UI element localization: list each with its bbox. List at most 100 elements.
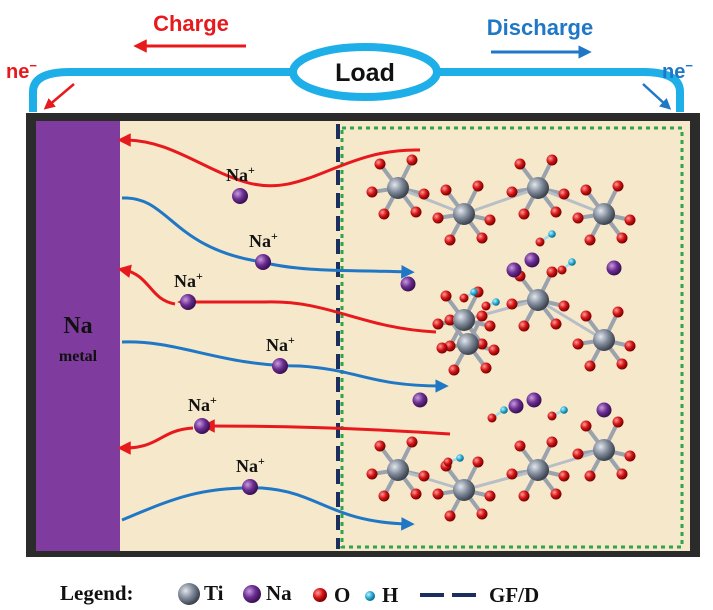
o-atom (546, 154, 558, 166)
electron-left-sup: − (29, 58, 37, 73)
o-atom (432, 318, 444, 330)
o-atom (366, 468, 378, 480)
na-atom (412, 392, 428, 408)
h-atom (456, 454, 464, 462)
o-atom (624, 450, 636, 462)
o-atom (580, 420, 592, 432)
ti-atom (387, 459, 409, 481)
h-atom (492, 298, 500, 306)
o-atom-icon (313, 588, 327, 602)
ti-atom-icon (178, 583, 200, 605)
ti-atom (527, 177, 549, 199)
o-atom (572, 212, 584, 224)
external-circuit: Load (29, 43, 684, 112)
anode-title: Na (63, 313, 92, 339)
o-atom (584, 470, 596, 482)
o-atom (550, 206, 562, 218)
na-ion-1 (232, 188, 248, 204)
svg-text:ne−: ne− (662, 58, 693, 83)
legend-label-gfd: GF/D (489, 583, 539, 607)
electron-right-sup: − (685, 58, 693, 73)
na-ion-label-6: Na+ (236, 454, 265, 476)
ti-atom (453, 309, 475, 331)
o-atom (440, 290, 452, 302)
ion-arrows (117, 133, 451, 531)
legend: Legend: Ti Na O H GF/D (60, 581, 539, 607)
ti-atom (457, 333, 479, 355)
o-atom (518, 320, 530, 332)
ti-ti-link (537, 448, 605, 472)
h-atom (568, 258, 576, 266)
electron-right-label: ne (662, 61, 685, 83)
charge-path-5 (117, 426, 194, 455)
na-ion-label-5: Na+ (188, 393, 217, 415)
charge-indicator: Charge (133, 11, 246, 53)
charge-label: Charge (153, 11, 229, 36)
legend-title: Legend: (60, 581, 134, 605)
ti-atom (387, 177, 409, 199)
electron-left: ne− (6, 58, 75, 110)
anode: Na metal (36, 121, 120, 551)
o-atom (558, 470, 570, 482)
o-atom (440, 184, 452, 196)
o-atom (374, 158, 386, 170)
na-ion-label-3: Na+ (174, 269, 203, 291)
h-atom (500, 406, 508, 414)
ti-atom (593, 439, 615, 461)
o-atom (444, 234, 456, 246)
o-atom (418, 188, 430, 200)
ti-atom (593, 329, 615, 351)
o-atom (616, 232, 628, 244)
cathode-structure (366, 154, 636, 522)
na-ion-label-4: Na+ (266, 333, 295, 355)
o-atom (448, 364, 460, 376)
o-atom (443, 457, 453, 467)
na-ion-3 (180, 294, 196, 310)
na-atom (596, 402, 612, 418)
ti-atom (527, 289, 549, 311)
ti-atom (453, 479, 475, 501)
charge-path-3 (117, 264, 176, 306)
o-atom (476, 338, 488, 350)
h-atom (560, 406, 568, 414)
o-atom (558, 188, 570, 200)
o-atom (378, 208, 390, 220)
o-atom (612, 306, 624, 318)
na-ion-6 (242, 479, 258, 495)
anode-subtitle: metal (59, 348, 98, 365)
ti-ti-link (397, 186, 465, 216)
ti-ti-link (463, 298, 539, 322)
anode-body (36, 121, 120, 551)
h-atom (548, 230, 556, 238)
load-label: Load (335, 59, 395, 87)
legend-label-h: H (382, 583, 398, 607)
charge-path-1 (117, 133, 421, 188)
electron-left-label: ne (6, 61, 29, 83)
o-atom (514, 440, 526, 452)
na-atom-icon (243, 585, 261, 603)
o-atom (444, 314, 456, 326)
o-atom (550, 318, 562, 330)
o-atom (481, 301, 491, 311)
o-atom (518, 208, 530, 220)
na-atom (400, 276, 416, 292)
o-atom (378, 490, 390, 502)
o-atom (444, 510, 456, 522)
o-atom (580, 310, 592, 322)
ti-ti-link (537, 186, 605, 216)
o-atom (518, 490, 530, 502)
na-ion-label-1: Na+ (226, 163, 255, 185)
discharge-path-3 (121, 486, 415, 531)
legend-label-o: O (334, 583, 350, 607)
o-atom (550, 488, 562, 500)
o-atom (366, 186, 378, 198)
electron-right-arrow (642, 83, 672, 110)
o-atom (410, 206, 422, 218)
h-atom (470, 288, 478, 296)
ti-atom (593, 203, 615, 225)
legend-label-ti: Ti (204, 581, 224, 605)
o-atom (514, 158, 526, 170)
na-atom (606, 260, 622, 276)
discharge-label: Discharge (487, 15, 593, 40)
